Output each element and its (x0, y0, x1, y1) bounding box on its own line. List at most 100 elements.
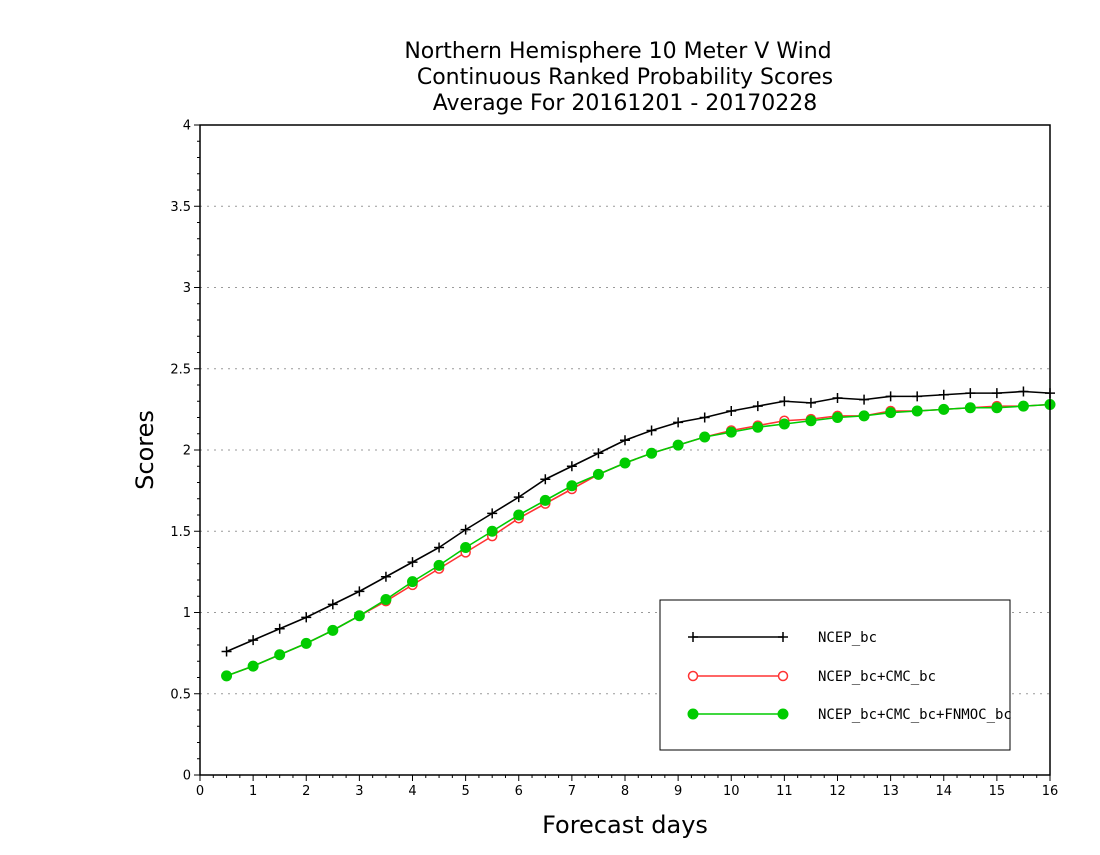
legend-label: NCEP_bc+CMC_bc+FNMOC_bc (818, 707, 1012, 723)
data-point (752, 401, 763, 412)
chart-title-line-1: Northern Hemisphere 10 Meter V Wind (404, 39, 831, 64)
x-tick-label: 2 (302, 784, 310, 799)
data-point (1018, 386, 1029, 397)
legend-label: NCEP_bc+CMC_bc (818, 669, 936, 685)
y-tick-label: 3 (183, 281, 191, 296)
data-point (566, 480, 578, 492)
data-point (832, 393, 843, 403)
data-point (1017, 400, 1029, 412)
data-point (300, 637, 312, 649)
y-axis-label: Scores (131, 410, 159, 490)
data-point (354, 586, 365, 597)
data-point (832, 412, 843, 423)
data-point (433, 559, 445, 571)
x-tick-label: 4 (408, 784, 416, 799)
data-point (380, 571, 391, 582)
data-point (274, 623, 285, 634)
data-point (592, 468, 604, 480)
legend-marker (777, 708, 789, 720)
data-point (699, 431, 711, 443)
data-point (779, 396, 790, 407)
x-tick-label: 11 (776, 784, 793, 799)
data-point (938, 403, 950, 415)
legend: NCEP_bc NCEP_bc+CMC_bc NCEP_bc+CMC_bc+FNMO… (659, 599, 1012, 751)
data-point (885, 407, 897, 419)
y-tick-label: 3.5 (170, 200, 191, 215)
series-layer (221, 386, 1056, 682)
y-tick-label: 1.5 (170, 525, 191, 540)
data-point (274, 649, 286, 661)
data-point (778, 418, 790, 430)
x-tick-label: 9 (674, 784, 682, 799)
legend-item: NCEP_bc (688, 630, 877, 646)
y-tick-label: 4 (183, 119, 191, 134)
y-axis-ticks: 0 0.5 1 1.5 2 2.5 3 3.5 4 (170, 119, 200, 784)
data-point (964, 402, 976, 414)
data-point (859, 394, 870, 405)
data-point (353, 610, 365, 622)
data-point (327, 624, 339, 636)
x-tick-label: 16 (1042, 784, 1059, 799)
data-point (221, 670, 233, 682)
legend-box (659, 599, 1011, 751)
y-tick-label: 1 (183, 606, 191, 621)
x-tick-label: 5 (461, 784, 469, 799)
data-point (726, 406, 737, 416)
series-1 (221, 386, 1055, 657)
data-point (460, 524, 471, 535)
chart-title: Northern Hemisphere 10 Meter V Wind Cont… (404, 39, 833, 116)
data-point (646, 425, 657, 436)
data-point (380, 594, 392, 605)
x-tick-label: 14 (935, 784, 952, 799)
data-point (912, 391, 923, 402)
data-point (619, 457, 631, 469)
series-3 (221, 399, 1056, 682)
legend-marker (777, 670, 789, 682)
data-point (672, 439, 684, 451)
legend-marker (778, 632, 788, 642)
data-point (752, 421, 764, 433)
data-point (858, 410, 870, 422)
data-point (805, 415, 817, 427)
data-point (991, 388, 1002, 399)
data-point (460, 542, 472, 553)
legend-marker (687, 708, 699, 720)
legend-item: NCEP_bc+CMC_bc+FNMOC_bc (687, 707, 1012, 723)
x-tick-label: 3 (355, 784, 363, 799)
data-point (247, 660, 259, 672)
data-point (486, 525, 498, 537)
legend-marker (688, 632, 698, 642)
data-point (540, 474, 551, 485)
data-point (513, 492, 524, 503)
data-point (911, 405, 923, 417)
data-point (434, 542, 445, 553)
y-tick-label: 2.5 (170, 362, 191, 377)
x-tick-label: 1 (249, 784, 257, 799)
data-point (248, 635, 259, 646)
data-point (487, 508, 498, 519)
data-point (327, 599, 338, 610)
data-point (965, 388, 976, 399)
data-point (301, 612, 312, 623)
x-tick-label: 6 (515, 784, 523, 799)
x-axis-ticks: 0 1 2 3 4 5 6 7 8 9 10 11 12 13 14 15 16 (196, 775, 1058, 799)
x-tick-label: 12 (829, 784, 846, 799)
x-tick-label: 0 (196, 784, 204, 799)
x-tick-label: 8 (621, 784, 629, 799)
data-point (885, 391, 896, 402)
plot-frame (199, 124, 1051, 776)
data-point (407, 576, 418, 588)
data-point (513, 509, 525, 521)
y-tick-label: 2 (183, 444, 191, 459)
data-point (221, 646, 232, 657)
data-point (805, 397, 816, 408)
data-point (699, 412, 710, 423)
legend-marker (687, 670, 699, 682)
x-tick-label: 7 (568, 784, 576, 799)
data-point (593, 448, 604, 459)
x-tick-label: 15 (989, 784, 1006, 799)
data-point (673, 417, 684, 428)
data-point (938, 389, 949, 400)
chart-title-line-2: Continuous Ranked Probability Scores (417, 65, 833, 90)
